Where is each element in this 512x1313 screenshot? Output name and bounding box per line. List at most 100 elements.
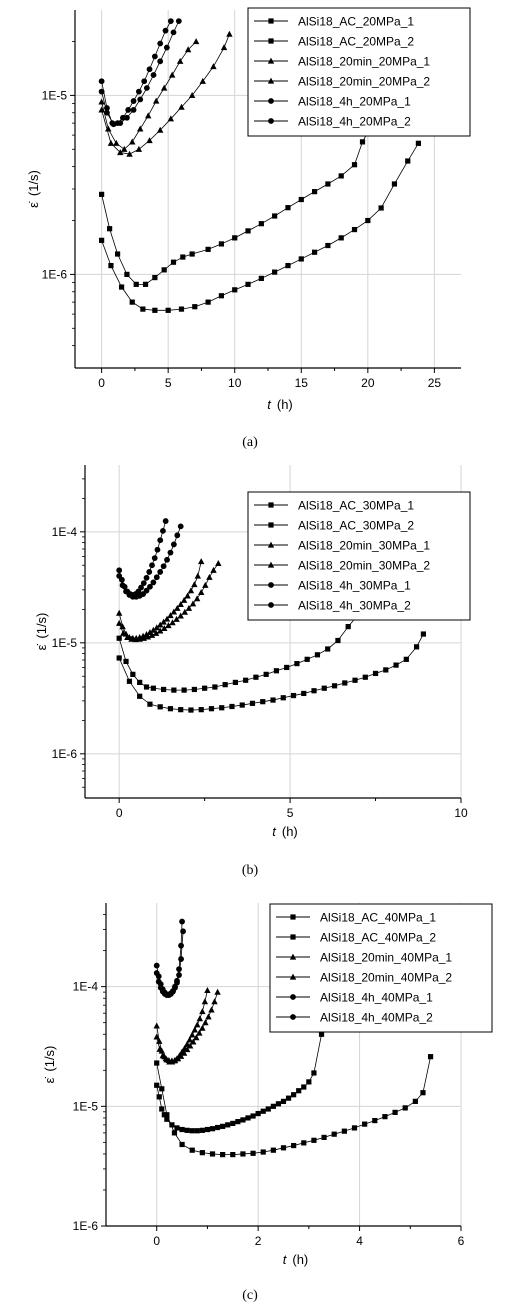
- y-axis-label-unit: (1/s): [42, 1046, 57, 1072]
- data-point: [143, 85, 150, 91]
- data-point: [179, 1141, 185, 1148]
- series-AlSi18_4h_40MPa_2: [153, 928, 186, 998]
- data-point: [202, 685, 208, 691]
- legend-label: AlSi18_AC_20MPa_1: [298, 15, 414, 29]
- legend-label: AlSi18_20min_40MPa_2: [320, 971, 452, 985]
- data-point: [232, 235, 238, 241]
- data-point: [153, 624, 160, 631]
- data-point: [193, 1034, 200, 1041]
- data-point: [191, 581, 198, 588]
- data-point: [311, 1070, 317, 1076]
- data-point: [311, 189, 318, 195]
- data-point: [146, 66, 153, 73]
- data-point: [198, 558, 205, 565]
- data-point: [291, 1092, 297, 1098]
- data-point: [253, 674, 259, 680]
- series-AlSi18_AC_20MPa_1: [99, 117, 378, 287]
- data-point: [137, 679, 143, 686]
- data-point: [342, 680, 348, 686]
- data-point: [178, 956, 184, 962]
- x-axis-label: t (h): [272, 824, 298, 839]
- data-point: [137, 125, 144, 132]
- x-axis-label: t (h): [267, 397, 293, 412]
- data-point: [153, 970, 160, 976]
- data-point: [209, 1126, 216, 1132]
- data-point: [120, 629, 127, 636]
- data-point: [304, 656, 310, 662]
- data-point: [194, 572, 201, 579]
- panel-b: 0 5 10 1E-6 1E-5 1E-4 t (h) ε̇ (1/s) AlSi18_AC_30M…: [34, 465, 471, 839]
- data-point: [232, 679, 238, 686]
- data-point: [215, 559, 222, 566]
- data-point: [156, 126, 164, 133]
- data-point: [187, 587, 195, 594]
- legend: AlSi18_AC_20MPa_1 AlSi18_AC_20MPa_2 AlSi18…: [247, 7, 471, 137]
- legend-marker: [267, 541, 275, 548]
- data-point: [240, 1151, 246, 1157]
- data-point: [167, 115, 175, 122]
- x-axis-label-unit: (h): [292, 1252, 308, 1267]
- data-point: [311, 1137, 317, 1143]
- data-point: [219, 705, 225, 711]
- data-point: [115, 609, 123, 616]
- data-point: [159, 1106, 165, 1112]
- data-point: [192, 38, 200, 45]
- data-point: [179, 1126, 185, 1133]
- data-point: [301, 690, 307, 697]
- data-point: [196, 1015, 204, 1022]
- data-point: [226, 30, 233, 37]
- series-AlSi18_AC_30MPa_2: [116, 631, 426, 713]
- legend-marker: [290, 1014, 296, 1020]
- data-point: [130, 106, 137, 113]
- data-point: [178, 942, 184, 949]
- data-point: [359, 139, 366, 145]
- data-point: [152, 307, 158, 313]
- data-point: [167, 549, 174, 556]
- data-point: [157, 569, 164, 575]
- data-point: [198, 588, 205, 595]
- data-point: [98, 98, 105, 105]
- data-point: [270, 1103, 276, 1109]
- data-point: [156, 1045, 163, 1052]
- data-point: [155, 978, 162, 985]
- data-point: [194, 1021, 201, 1028]
- x-tick-label: 25: [428, 376, 442, 390]
- data-point: [199, 77, 206, 84]
- data-point: [204, 987, 211, 994]
- y-axis-label-unit: (1/s): [26, 170, 41, 196]
- x-tick-label: 4: [356, 1234, 363, 1248]
- data-point: [163, 44, 170, 51]
- x-tick-label: 0: [116, 806, 123, 820]
- data-point: [128, 635, 135, 642]
- series-AlSi18_AC_30MPa_1: [116, 611, 362, 693]
- data-point: [125, 106, 132, 113]
- panel-caption-b: (b): [242, 863, 259, 878]
- data-point: [176, 966, 182, 973]
- legend-label: AlSi18_4h_20MPa_1: [298, 95, 411, 109]
- legend-marker: [268, 18, 274, 24]
- data-point: [284, 664, 290, 671]
- data-point: [140, 580, 147, 587]
- data-point: [403, 656, 409, 662]
- data-point: [202, 581, 209, 588]
- data-point: [260, 699, 266, 705]
- data-point: [204, 1126, 211, 1133]
- x-axis-label-unit: (h): [282, 824, 298, 839]
- data-point: [199, 1024, 206, 1031]
- legend-label: AlSi18_20min_40MPa_1: [320, 951, 452, 965]
- data-point: [285, 262, 291, 269]
- data-point: [210, 63, 217, 70]
- data-point: [250, 1150, 256, 1156]
- data-point: [162, 27, 169, 34]
- legend-marker: [290, 934, 296, 940]
- data-point: [265, 1106, 271, 1112]
- legend-marker: [289, 973, 297, 980]
- series-line: [118, 614, 359, 691]
- data-point: [209, 1151, 216, 1157]
- data-point: [150, 685, 156, 691]
- y-axis-label-symbol: ε̇: [26, 201, 41, 208]
- data-point: [174, 604, 181, 611]
- data-point: [291, 1142, 297, 1149]
- data-point: [126, 150, 133, 157]
- data-point: [420, 1090, 426, 1096]
